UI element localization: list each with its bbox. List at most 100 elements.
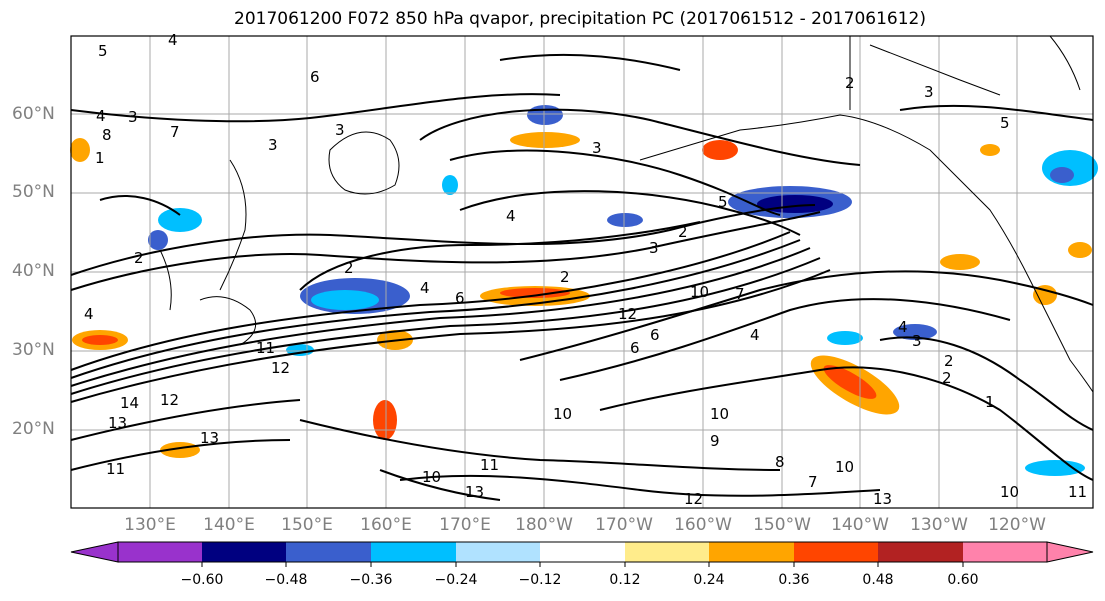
- colorbar: [70, 541, 1094, 567]
- contour-label: 4: [168, 31, 178, 49]
- colorbar-segment: [371, 542, 456, 562]
- contour-label: 4: [750, 326, 760, 344]
- contour-label: 3: [924, 83, 934, 101]
- contour-label: 1: [985, 393, 995, 411]
- contour-label: 3: [649, 239, 659, 257]
- lon-label: 120°W: [988, 515, 1046, 535]
- colorbar-segment: [202, 542, 286, 562]
- colorbar-tick-label: −0.36: [349, 572, 393, 588]
- colorbar-tick-label: 0.36: [778, 572, 810, 588]
- contour-label: 11: [1068, 483, 1087, 501]
- colorbar-segment: [118, 542, 202, 562]
- lon-label: 180°W: [515, 515, 573, 535]
- contour-label: 4: [506, 207, 516, 225]
- lon-label: 150°E: [281, 515, 333, 535]
- contour-label: 13: [108, 414, 127, 432]
- lat-label: 50°N: [12, 182, 55, 202]
- lat-label: 30°N: [12, 340, 55, 360]
- contour-label: 1: [95, 149, 105, 167]
- contour-label: 2: [560, 268, 570, 286]
- contour-label: 10: [710, 405, 729, 423]
- contour-label: 2: [134, 249, 144, 267]
- contour-label: 3: [268, 136, 278, 154]
- contour-label: 9: [710, 432, 720, 450]
- contour-label: 2: [845, 74, 855, 92]
- map-area: [70, 35, 1098, 509]
- contour-label: 8: [775, 453, 785, 471]
- colorbar-segment: [625, 542, 709, 562]
- contour-label: 13: [873, 490, 892, 508]
- contour-label: 6: [310, 68, 320, 86]
- contour-label: 10: [1000, 483, 1019, 501]
- contour-label: 13: [200, 429, 219, 447]
- lon-label: 130°E: [124, 515, 176, 535]
- contour-label: 5: [1000, 114, 1010, 132]
- contour-label: 10: [422, 468, 441, 486]
- contour-label: 7: [735, 285, 745, 303]
- lon-label: 160°W: [674, 515, 732, 535]
- coastlines: [159, 35, 1094, 393]
- colorbar-tick-label: 0.24: [693, 572, 725, 588]
- contour-label: 6: [650, 326, 660, 344]
- contour-label: 8: [102, 126, 112, 144]
- lat-label: 60°N: [12, 104, 55, 124]
- contour-label: 12: [271, 359, 290, 377]
- contour-label: 11: [256, 339, 275, 357]
- colorbar-tick-label: 0.60: [947, 572, 979, 588]
- colorbar-segment: [794, 542, 878, 562]
- contour-label: 3: [335, 121, 345, 139]
- contour-label: 3: [128, 108, 138, 126]
- contour-lines: [70, 53, 1094, 501]
- contour-label: 12: [618, 305, 637, 323]
- lon-label: 170°E: [439, 515, 491, 535]
- contour-label: 3: [592, 139, 602, 157]
- contour-label: 10: [553, 405, 572, 423]
- contour-label: 7: [170, 123, 180, 141]
- contour-label-group: 5 4 3 6 4 3 8 7 1 3 3 2 3 5 4 5 2 2 4 3 …: [84, 31, 1087, 508]
- contour-label: 4: [898, 318, 908, 336]
- contour-label: 6: [630, 339, 640, 357]
- lon-label: 150°W: [753, 515, 811, 535]
- contour-label: 7: [808, 473, 818, 491]
- contour-label: 4: [96, 107, 106, 125]
- colorbar-extend-low: [70, 541, 119, 563]
- lon-label: 170°W: [595, 515, 653, 535]
- lon-label: 140°W: [831, 515, 889, 535]
- colorbar-segment: [540, 542, 625, 562]
- contour-label: 4: [420, 279, 430, 297]
- contour-label: 2: [942, 369, 952, 387]
- contour-label: 6: [455, 289, 465, 307]
- lat-label: 40°N: [12, 261, 55, 281]
- contour-label: 12: [684, 490, 703, 508]
- contour-label: 2: [344, 259, 354, 277]
- contour-label: 11: [106, 460, 125, 478]
- colorbar-segment: [878, 542, 963, 562]
- colorbar-tick-label: 0.12: [609, 572, 641, 588]
- lat-label: 20°N: [12, 419, 55, 439]
- lon-label: 140°E: [203, 515, 255, 535]
- contour-label: 4: [84, 305, 94, 323]
- contour-label: 2: [944, 352, 954, 370]
- lon-label: 160°E: [360, 515, 412, 535]
- contour-label: 10: [835, 458, 854, 476]
- contour-label: 5: [98, 42, 108, 60]
- contour-label: 13: [465, 483, 484, 501]
- map-title: 2017061200 F072 850 hPa qvapor, precipit…: [234, 9, 926, 29]
- map-grid: [71, 36, 1093, 508]
- contour-label: 14: [120, 394, 139, 412]
- colorbar-segment: [709, 542, 794, 562]
- colorbar-segment: [286, 542, 371, 562]
- contour-label: 11: [480, 456, 499, 474]
- contour-label: 3: [912, 332, 922, 350]
- contour-label: 2: [678, 223, 688, 241]
- colorbar-extend-high: [1046, 541, 1094, 563]
- colorbar-tick-label: 0.48: [862, 572, 894, 588]
- lon-label: 130°W: [910, 515, 968, 535]
- colorbar-tick-label: −0.24: [434, 572, 478, 588]
- contour-label: 10: [690, 283, 709, 301]
- colorbar-tick-label: −0.60: [180, 572, 224, 588]
- colorbar-tick-label: −0.12: [518, 572, 562, 588]
- colorbar-segment: [963, 542, 1047, 562]
- colorbar-tick-label: −0.48: [264, 572, 308, 588]
